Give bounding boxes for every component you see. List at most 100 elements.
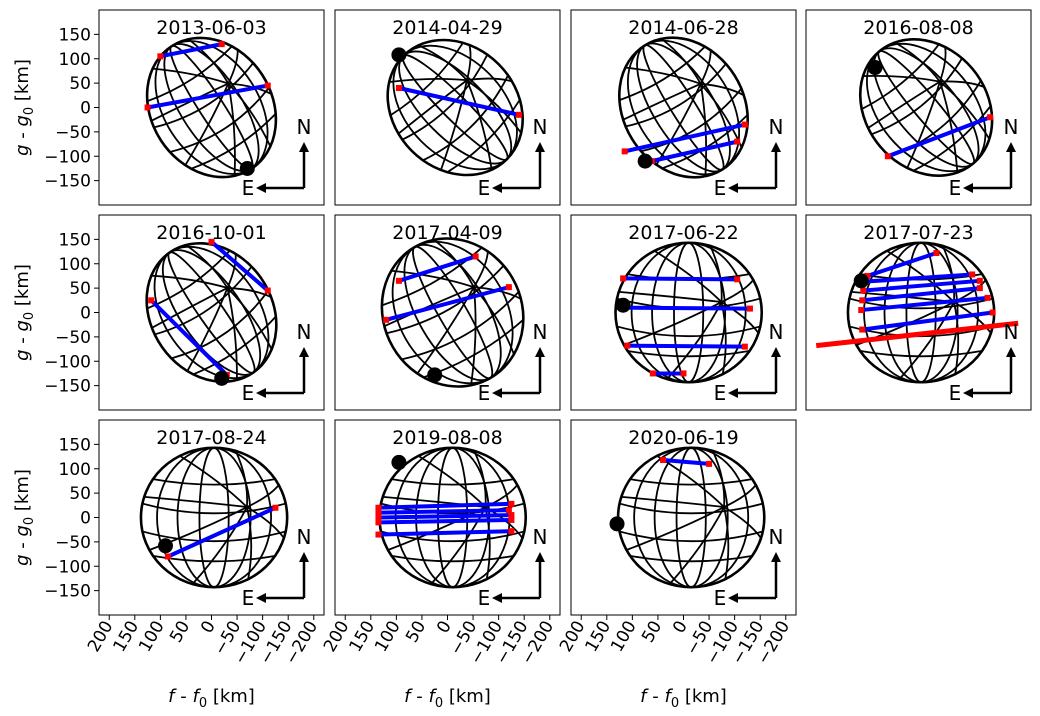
- chord-line: [861, 310, 993, 332]
- y-tick-label: 100: [59, 50, 91, 70]
- panel-title: 2017-08-24: [156, 427, 266, 449]
- panel-title: 2016-10-01: [156, 222, 266, 244]
- chord-line: [624, 122, 746, 154]
- panel-title: 2017-07-23: [863, 222, 973, 244]
- chord-line: [662, 457, 710, 466]
- latitude-line: [861, 43, 940, 110]
- east-arrowhead: [492, 593, 502, 603]
- north-label: N: [769, 525, 784, 549]
- y-tick-label: −50: [55, 328, 91, 348]
- y-axis-label: g - g0 [km]: [12, 264, 37, 361]
- x-axis-label: f - f0 [km]: [640, 686, 727, 711]
- east-arrowhead: [256, 388, 266, 398]
- chord-endpoint: [649, 370, 656, 377]
- north-arrowhead: [535, 347, 545, 357]
- latitude-line: [619, 46, 706, 101]
- meridian-spoke: [473, 251, 489, 288]
- body-outline: [380, 237, 525, 388]
- plot-area: [815, 241, 1019, 384]
- meridian-spoke: [894, 41, 941, 83]
- chord-endpoint: [858, 307, 865, 314]
- x-tick-label: 150: [110, 618, 144, 656]
- chord-endpoint: [165, 553, 172, 560]
- meridian-spoke: [187, 38, 230, 84]
- y-tick-label: 100: [59, 255, 91, 275]
- chord-endpoint: [395, 277, 402, 284]
- north-label: N: [769, 320, 784, 344]
- body-grid: [139, 446, 289, 589]
- x-tick-label: 0: [433, 618, 456, 637]
- north-arrowhead: [535, 142, 545, 152]
- chord-endpoint: [157, 53, 164, 60]
- x-tick-label: 100: [607, 618, 641, 656]
- meridian-spoke: [226, 253, 237, 289]
- chord-endpoint: [508, 516, 515, 523]
- latitude-line: [192, 315, 277, 376]
- body-grid: [145, 242, 278, 383]
- y-tick-label: 0: [80, 99, 91, 119]
- east-label: E: [242, 586, 255, 610]
- x-tick-label: 150: [582, 618, 616, 656]
- chord-endpoint: [472, 253, 479, 260]
- chord-endpoint: [375, 504, 382, 511]
- meridian-spoke: [723, 506, 730, 580]
- panel-title: 2020-06-19: [628, 427, 738, 449]
- latitude-line: [640, 88, 743, 153]
- latitude-line: [619, 530, 764, 543]
- latitude-line: [913, 105, 992, 172]
- chord-line: [627, 343, 745, 349]
- chord-endpoint: [508, 528, 515, 535]
- north-arrowhead: [1006, 142, 1016, 152]
- chord-endpoint: [660, 456, 667, 463]
- chord-endpoint: [505, 507, 512, 514]
- meridian-spoke: [383, 286, 475, 327]
- chord-endpoint: [148, 297, 155, 304]
- meridian-spoke: [226, 287, 273, 350]
- east-arrowhead: [256, 183, 266, 193]
- plot-area: [145, 238, 278, 386]
- north-label: N: [297, 320, 312, 344]
- meridian-spoke: [186, 287, 229, 372]
- x-tick-label: 50: [638, 618, 666, 647]
- chord-endpoint: [984, 294, 991, 301]
- y-tick-label: −100: [44, 352, 91, 372]
- panel-2016-10-01: N E 2016-10-01 150 100 50 0 −50 −100 −150 g - g0 […: [12, 214, 325, 411]
- chord-line: [861, 295, 988, 313]
- meridian-spoke: [246, 506, 285, 539]
- latitude-line: [629, 554, 753, 563]
- plot-area: [858, 38, 994, 177]
- chord-line: [159, 42, 223, 59]
- meridian-spoke: [246, 506, 253, 580]
- chord-endpoint: [620, 275, 627, 282]
- latitude-line: [625, 63, 727, 128]
- pole-marker: [427, 367, 443, 383]
- meridian-spoke: [179, 455, 248, 508]
- meridian-spoke: [906, 81, 941, 169]
- chord-line: [622, 305, 750, 311]
- north-label: N: [533, 525, 548, 549]
- chord-line: [863, 278, 981, 293]
- latitude-line: [153, 62, 254, 129]
- y-tick-label: −100: [44, 557, 91, 577]
- body-outline: [614, 241, 764, 384]
- east-arrowhead: [963, 388, 973, 398]
- north-label: N: [297, 115, 312, 139]
- meridian-spoke: [723, 506, 762, 539]
- x-tick-label: 200: [84, 618, 118, 656]
- east-arrowhead: [728, 388, 738, 398]
- body-grid: [380, 237, 525, 388]
- meridian-spoke: [389, 77, 468, 83]
- chord-endpoint: [987, 114, 994, 121]
- y-tick-label: 0: [80, 304, 91, 324]
- y-axis-label: g - g0 [km]: [12, 59, 37, 156]
- chord-line: [149, 298, 229, 377]
- latitude-line: [849, 297, 993, 310]
- x-tick-label: 150: [346, 618, 380, 656]
- chord-line: [398, 86, 520, 117]
- x-axis-label: f - f0 [km]: [168, 686, 255, 711]
- chord-endpoint: [508, 500, 515, 507]
- meridian-spoke: [709, 245, 723, 303]
